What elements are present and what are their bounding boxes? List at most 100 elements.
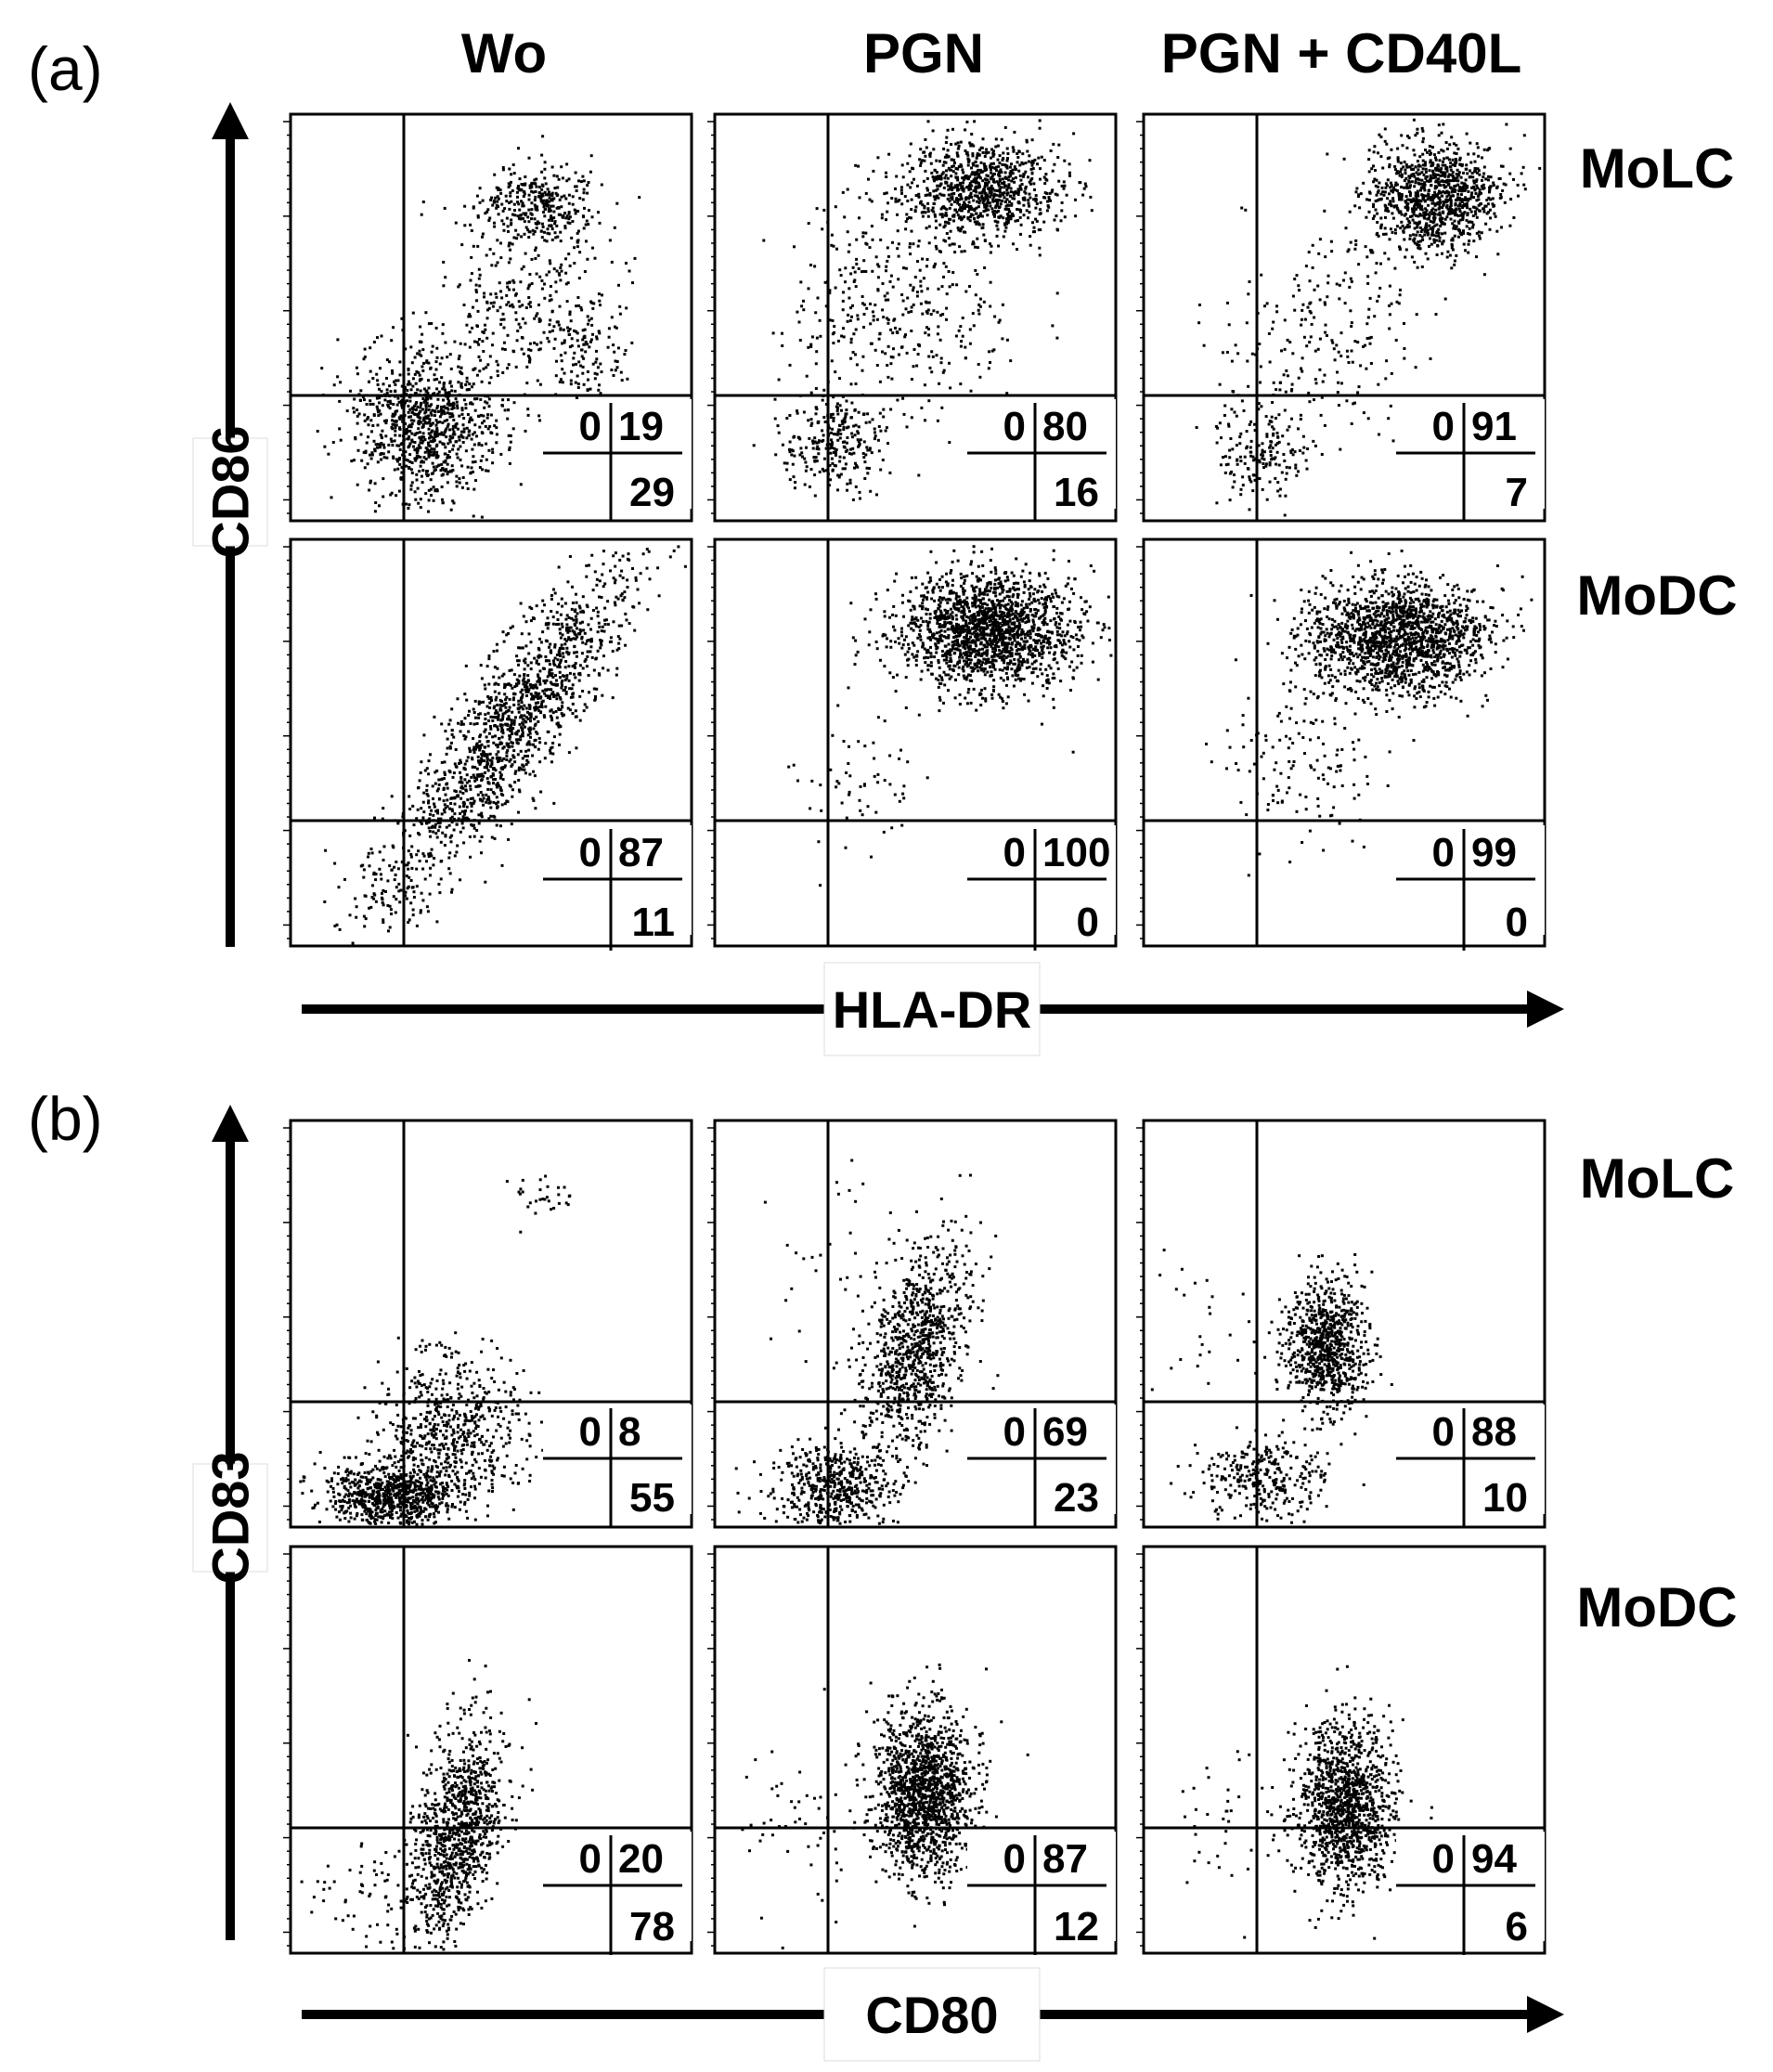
event-dot xyxy=(1318,337,1322,341)
event-dot xyxy=(794,481,797,484)
event-dot xyxy=(991,200,995,203)
event-dot xyxy=(551,659,555,663)
event-dot xyxy=(446,746,449,750)
event-dot xyxy=(752,444,756,447)
event-dot xyxy=(564,660,568,663)
event-dot xyxy=(843,417,847,421)
event-dot xyxy=(396,396,400,400)
event-dot xyxy=(559,230,563,234)
event-dot xyxy=(1418,172,1421,175)
event-dot xyxy=(952,242,956,246)
event-dot xyxy=(528,301,532,304)
event-dot xyxy=(1275,310,1279,314)
event-dot xyxy=(527,208,531,212)
event-dot xyxy=(1046,204,1050,208)
event-dot xyxy=(844,462,848,466)
event-dot xyxy=(1443,174,1447,177)
event-dot xyxy=(961,168,964,172)
event-dot xyxy=(876,288,880,291)
event-dot xyxy=(453,389,457,393)
event-dot xyxy=(1356,391,1360,395)
event-dot xyxy=(921,159,924,162)
event-dot xyxy=(480,515,484,519)
event-dot xyxy=(469,416,472,420)
event-dot xyxy=(529,735,532,739)
event-dot xyxy=(567,330,570,333)
event-dot xyxy=(495,796,498,799)
event-dot xyxy=(976,220,979,224)
event-dot xyxy=(842,335,846,339)
event-dot xyxy=(465,380,469,383)
event-dot xyxy=(808,485,811,488)
event-dot xyxy=(468,345,472,349)
event-dot xyxy=(862,326,865,329)
event-dot xyxy=(1404,226,1408,229)
event-dot xyxy=(972,180,976,184)
event-dot xyxy=(417,371,421,374)
event-dot xyxy=(517,147,520,150)
event-dot xyxy=(1268,463,1272,467)
event-dot xyxy=(517,185,520,188)
event-dot xyxy=(1421,238,1425,241)
event-dot xyxy=(1455,162,1458,164)
event-dot xyxy=(1522,134,1526,137)
event-dot xyxy=(408,399,412,403)
event-dot xyxy=(576,296,580,299)
event-dot xyxy=(1016,219,1019,222)
event-dot xyxy=(1388,313,1391,317)
event-dot xyxy=(524,620,528,624)
event-dot xyxy=(1408,221,1412,225)
event-dot xyxy=(915,184,919,188)
event-dot xyxy=(959,227,963,230)
event-dot xyxy=(618,637,622,641)
event-dot xyxy=(1476,194,1480,198)
event-dot xyxy=(894,187,897,190)
event-dot xyxy=(850,435,854,439)
event-dot xyxy=(788,450,792,454)
event-dot xyxy=(389,437,393,441)
event-dot xyxy=(1257,402,1261,406)
event-dot xyxy=(1405,135,1409,138)
event-dot xyxy=(1438,240,1442,243)
event-dot xyxy=(835,448,838,451)
event-dot xyxy=(1458,218,1462,222)
event-dot xyxy=(398,428,402,431)
event-dot xyxy=(900,163,904,167)
event-dot xyxy=(936,184,939,188)
event-dot xyxy=(1516,183,1520,187)
event-dot xyxy=(1012,149,1016,152)
event-dot xyxy=(532,190,536,194)
event-dot xyxy=(443,810,446,814)
event-dot xyxy=(835,433,838,436)
event-dot xyxy=(1383,203,1387,207)
event-dot xyxy=(1503,201,1507,204)
event-dot xyxy=(430,431,434,434)
event-dot xyxy=(453,433,457,436)
event-dot xyxy=(1475,207,1479,211)
event-dot xyxy=(1381,190,1385,194)
event-dot xyxy=(1009,194,1012,198)
event-dot xyxy=(875,493,878,497)
event-dot xyxy=(455,400,459,404)
event-dot xyxy=(817,447,821,451)
event-dot xyxy=(1028,211,1031,214)
event-dot xyxy=(926,201,930,205)
event-dot xyxy=(822,469,826,473)
event-dot xyxy=(850,432,854,435)
event-dot xyxy=(1428,188,1431,192)
event-dot xyxy=(408,442,412,446)
event-dot xyxy=(955,151,959,155)
event-dot xyxy=(1411,218,1415,222)
event-dot xyxy=(940,193,944,197)
event-dot xyxy=(518,177,522,181)
event-dot xyxy=(472,244,475,248)
event-dot xyxy=(531,683,535,687)
event-dot xyxy=(1036,162,1039,166)
event-dot xyxy=(1049,149,1053,152)
event-dot xyxy=(1416,230,1419,234)
event-dot xyxy=(970,180,974,184)
event-dot xyxy=(623,353,627,356)
event-dot xyxy=(909,253,912,256)
event-dot xyxy=(1475,215,1479,219)
event-dot xyxy=(1469,161,1473,164)
